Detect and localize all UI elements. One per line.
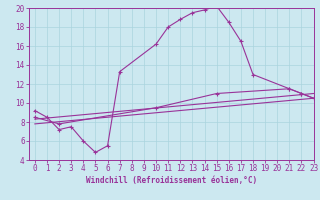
X-axis label: Windchill (Refroidissement éolien,°C): Windchill (Refroidissement éolien,°C) — [86, 176, 257, 185]
